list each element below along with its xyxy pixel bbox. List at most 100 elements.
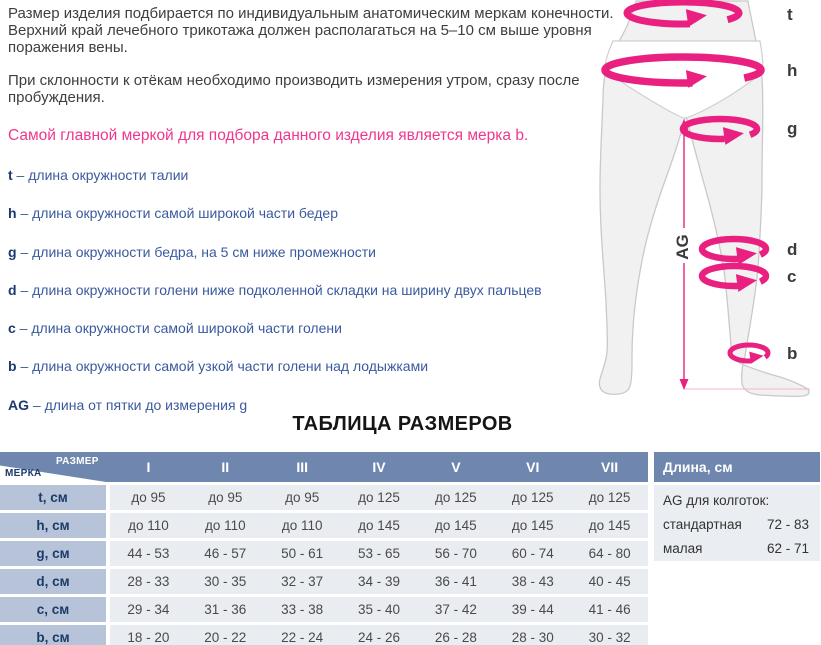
column-header-iii: III xyxy=(296,459,308,475)
measure-desc: – длина от пятки до измерения g xyxy=(29,396,248,413)
key-measure-note: Самой главной меркой для подбора данного… xyxy=(8,127,529,144)
row-values: 29 - 34 31 - 36 33 - 38 35 - 40 37 - 42 39 - … xyxy=(110,597,648,622)
measure-desc: – длина окружности талии xyxy=(12,167,189,183)
row-label: h, см xyxy=(0,513,106,538)
measure-key: d xyxy=(8,281,17,298)
ag-tights-subtitle: AG для колготок: xyxy=(663,493,770,508)
row-label: d, см xyxy=(0,569,106,594)
length-row-value: 72 - 83 xyxy=(766,517,809,532)
size-value: до 125 xyxy=(435,490,477,505)
size-value: до 125 xyxy=(358,490,400,505)
corner-size-label: РАЗМЕР xyxy=(56,456,99,467)
measurement-legend: t – длина окружности талии h – длина окру… xyxy=(8,167,608,435)
size-value: 39 - 44 xyxy=(511,602,554,617)
size-value: до 110 xyxy=(204,518,246,533)
ag-measure-line: AG xyxy=(673,119,692,390)
size-value: 44 - 53 xyxy=(127,546,170,561)
size-value: 37 - 42 xyxy=(434,602,477,617)
column-header-iv: IV xyxy=(372,459,386,475)
size-value: до 110 xyxy=(281,518,323,533)
size-value: 46 - 57 xyxy=(204,546,247,561)
merka-razmer-corner-cell: РАЗМЕР МЕРКА xyxy=(0,452,106,482)
measure-item-b: b – длина окружности самой узкой части г… xyxy=(8,358,608,396)
row-label: b, см xyxy=(0,625,106,645)
size-value: 24 - 26 xyxy=(357,630,401,645)
size-value: до 145 xyxy=(511,518,554,533)
size-value: 36 - 41 xyxy=(434,574,477,589)
size-value: 30 - 32 xyxy=(588,630,631,645)
size-value: 28 - 33 xyxy=(127,574,170,589)
measure-item-h: h – длина окружности самой широкой части… xyxy=(8,205,608,243)
size-value: 22 - 24 xyxy=(281,630,324,645)
measure-desc: – длина окружности самой широкой части г… xyxy=(15,320,342,337)
size-table: РАЗМЕР МЕРКА I II III IV V VI VII t, см до 95 до… xyxy=(0,452,648,645)
column-header-i: I xyxy=(146,459,151,475)
size-value: 35 - 40 xyxy=(357,602,401,617)
size-value: до 125 xyxy=(588,490,631,505)
size-value: 31 - 36 xyxy=(204,602,247,617)
size-value: 64 - 80 xyxy=(588,546,631,561)
size-value: 28 - 30 xyxy=(511,630,554,645)
intro-paragraph-2: При склонности к отёкам необходимо произ… xyxy=(8,72,580,106)
measure-key: h xyxy=(8,205,17,222)
table-row: b, см 18 - 20 20 - 22 22 - 24 24 - 26 26 - 28… xyxy=(0,625,648,645)
table-header-row: РАЗМЕР МЕРКА I II III IV V VI VII xyxy=(0,452,648,482)
size-value: 34 - 39 xyxy=(357,574,401,589)
table-row: t, см до 95 до 95 до 95 до 125 до 125 до 125 до… xyxy=(0,485,648,510)
length-row: стандартная 72 - 83 xyxy=(663,517,809,532)
leg-measurement-diagram: AG xyxy=(598,0,821,410)
size-value: 33 - 38 xyxy=(281,602,324,617)
size-value: 60 - 74 xyxy=(511,546,554,561)
size-value: 32 - 37 xyxy=(281,574,324,589)
column-header-ii: II xyxy=(221,459,230,475)
length-row-value: 62 - 71 xyxy=(766,541,809,556)
measure-desc: – длина окружности бедра, на 5 см ниже п… xyxy=(16,243,376,260)
table-row: c, см 29 - 34 31 - 36 33 - 38 35 - 40 37 - 42… xyxy=(0,597,648,622)
size-value: 26 - 28 xyxy=(434,630,477,645)
size-value: 50 - 61 xyxy=(281,546,324,561)
column-header-vi: VI xyxy=(526,459,540,475)
measure-key: b xyxy=(8,358,17,375)
measure-key: g xyxy=(8,243,17,260)
h-measure-arrow xyxy=(601,53,765,88)
length-panel-header: Длина, см xyxy=(654,452,820,482)
t-measure-arrow xyxy=(623,0,743,28)
size-value: 29 - 34 xyxy=(127,602,170,617)
column-headers: I II III IV V VI VII xyxy=(110,452,648,482)
corner-measure-label: МЕРКА xyxy=(5,468,42,479)
measure-key: t xyxy=(8,167,13,183)
measure-item-d: d – длина окружности голени ниже подколе… xyxy=(8,282,608,320)
row-label: c, см xyxy=(0,597,106,622)
g-measure-arrow xyxy=(679,115,761,145)
row-label: t, см xyxy=(0,485,106,510)
legs-diagram-svg: AG xyxy=(598,0,810,398)
size-value: до 145 xyxy=(588,518,631,533)
ag-diagram-label: AG xyxy=(673,234,692,260)
length-row: малая 62 - 71 xyxy=(663,541,809,556)
size-value: до 145 xyxy=(358,518,400,533)
size-value: 40 - 45 xyxy=(588,574,631,589)
measure-item-t: t – длина окружности талии xyxy=(8,167,608,205)
size-value: 38 - 43 xyxy=(511,574,554,589)
table-row: h, см до 110 до 110 до 110 до 145 до 145 до 14… xyxy=(0,513,648,538)
measure-desc: – длина окружности самой узкой части гол… xyxy=(16,358,429,375)
diagram-label-c: c xyxy=(787,267,796,286)
length-row-label: малая xyxy=(663,541,703,556)
diagram-label-h: h xyxy=(787,61,797,80)
measure-desc: – длина окружности самой широкой части б… xyxy=(16,205,338,222)
diagram-label-g: g xyxy=(787,119,797,138)
column-header-v: V xyxy=(451,459,461,475)
row-values: 44 - 53 46 - 57 50 - 61 53 - 65 56 - 70 60 - … xyxy=(110,541,648,566)
diagram-label-b: b xyxy=(787,344,797,363)
table-row: d, см 28 - 33 30 - 35 32 - 37 34 - 39 36 - 41… xyxy=(0,569,648,594)
c-measure-arrow xyxy=(698,262,770,292)
row-label: g, см xyxy=(0,541,106,566)
intro-section: Размер изделия подбирается по индивидуал… xyxy=(8,5,620,144)
size-value: 18 - 20 xyxy=(127,630,170,645)
measure-key: AG xyxy=(8,396,29,413)
b-measure-arrow xyxy=(727,342,771,364)
size-value: до 125 xyxy=(511,490,554,505)
measure-item-ag: AG – длина от пятки до измерения g xyxy=(8,397,608,435)
size-value: до 95 xyxy=(285,490,320,505)
